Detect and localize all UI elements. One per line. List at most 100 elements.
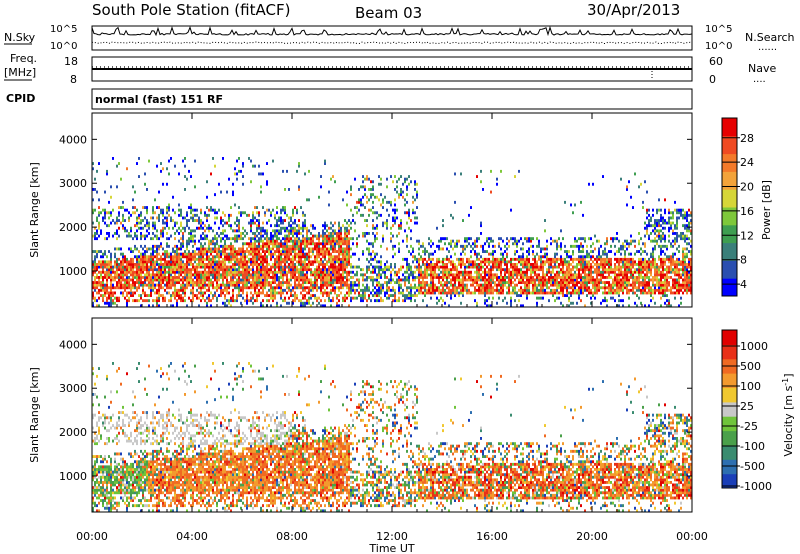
range-gate-cell	[462, 288, 464, 292]
range-gate-cell	[496, 276, 498, 279]
range-gate-cell	[526, 268, 528, 272]
range-gate-cell	[210, 252, 212, 256]
range-gate-cell	[378, 276, 380, 279]
range-gate-cell	[322, 247, 324, 251]
range-gate-cell	[170, 260, 172, 264]
range-gate-cell	[210, 206, 212, 209]
range-gate-cell	[580, 265, 582, 269]
range-gate-cell	[204, 237, 206, 241]
range-gate-cell	[484, 281, 486, 284]
range-gate-cell	[160, 257, 162, 261]
range-gate-cell	[208, 278, 210, 282]
range-gate-cell	[184, 175, 186, 178]
range-gate-cell	[344, 296, 346, 300]
range-gate-cell	[348, 257, 350, 261]
range-gate-cell	[374, 255, 376, 259]
range-gate-cell	[216, 288, 218, 292]
range-gate-cell	[276, 239, 278, 243]
range-gate-cell	[124, 257, 126, 261]
range-gate-cell	[126, 260, 128, 264]
range-gate-cell	[148, 260, 150, 264]
range-gate-cell	[416, 257, 418, 261]
range-gate-cell	[430, 239, 432, 243]
range-gate-cell	[450, 283, 452, 287]
range-gate-cell	[156, 299, 158, 303]
range-gate-cell	[528, 281, 530, 284]
range-gate-cell	[262, 234, 264, 238]
range-gate-cell	[160, 260, 162, 264]
range-gate-cell	[174, 211, 176, 215]
range-gate-cell	[358, 208, 360, 212]
range-gate-cell	[358, 234, 360, 238]
range-gate-cell	[262, 291, 264, 295]
range-gate-cell	[122, 226, 124, 230]
range-gate-cell	[234, 260, 236, 264]
range-gate-cell	[538, 276, 540, 279]
range-gate-cell	[244, 242, 246, 246]
range-gate-cell	[302, 273, 304, 277]
range-gate-cell	[276, 291, 278, 295]
range-gate-cell	[140, 283, 142, 287]
range-gate-cell	[566, 286, 568, 290]
range-gate-cell	[100, 250, 102, 253]
range-gate-cell	[96, 190, 98, 194]
range-gate-cell	[394, 198, 396, 202]
range-gate-cell	[116, 265, 118, 269]
range-gate-cell	[326, 260, 328, 264]
range-gate-cell	[210, 250, 212, 253]
range-gate-cell	[326, 263, 328, 266]
noise-strip-frame	[91, 25, 693, 51]
range-gate-cell	[520, 286, 522, 290]
range-gate-cell	[260, 260, 262, 264]
range-gate-cell	[144, 291, 146, 295]
range-gate-cell	[536, 283, 538, 287]
range-gate-cell	[372, 288, 374, 292]
range-gate-cell	[430, 265, 432, 269]
range-gate-cell	[434, 291, 436, 295]
range-gate-cell	[256, 224, 258, 228]
range-gate-cell	[190, 270, 192, 274]
range-gate-cell	[100, 265, 102, 269]
range-gate-cell	[92, 211, 94, 215]
range-gate-cell	[458, 260, 460, 264]
range-gate-cell	[242, 244, 244, 248]
range-gate-cell	[286, 247, 288, 251]
range-gate-cell	[340, 263, 342, 266]
range-gate-cell	[340, 276, 342, 279]
range-gate-cell	[104, 273, 106, 277]
range-gate-cell	[328, 255, 330, 259]
range-gate-cell	[268, 299, 270, 303]
range-gate-cell	[422, 244, 424, 248]
range-gate-cell	[308, 198, 310, 202]
range-gate-cell	[94, 288, 96, 292]
range-gate-cell	[562, 283, 564, 287]
range-gate-cell	[416, 195, 418, 199]
range-gate-cell	[108, 265, 110, 269]
range-gate-cell	[250, 252, 252, 256]
range-gate-cell	[412, 273, 414, 277]
range-gate-cell	[540, 276, 542, 279]
range-gate-cell	[290, 291, 292, 295]
range-gate-cell	[372, 211, 374, 215]
range-gate-cell	[414, 299, 416, 303]
range-gate-cell	[208, 270, 210, 274]
range-gate-cell	[222, 278, 224, 282]
range-gate-cell	[280, 286, 282, 290]
range-gate-cell	[206, 213, 208, 217]
range-gate-cell	[288, 288, 290, 292]
range-gate-cell	[100, 281, 102, 284]
range-gate-cell	[554, 291, 556, 295]
range-gate-cell	[408, 250, 410, 253]
range-gate-cell	[568, 265, 570, 269]
range-gate-cell	[120, 265, 122, 269]
range-gate-cell	[196, 273, 198, 277]
range-gate-cell	[472, 242, 474, 246]
range-gate-cell	[94, 234, 96, 238]
range-gate-cell	[346, 296, 348, 300]
range-gate-cell	[588, 237, 590, 241]
range-gate-cell	[398, 296, 400, 300]
range-gate-cell	[480, 291, 482, 295]
range-gate-cell	[552, 257, 554, 261]
range-gate-cell	[234, 263, 236, 266]
range-gate-cell	[166, 286, 168, 290]
